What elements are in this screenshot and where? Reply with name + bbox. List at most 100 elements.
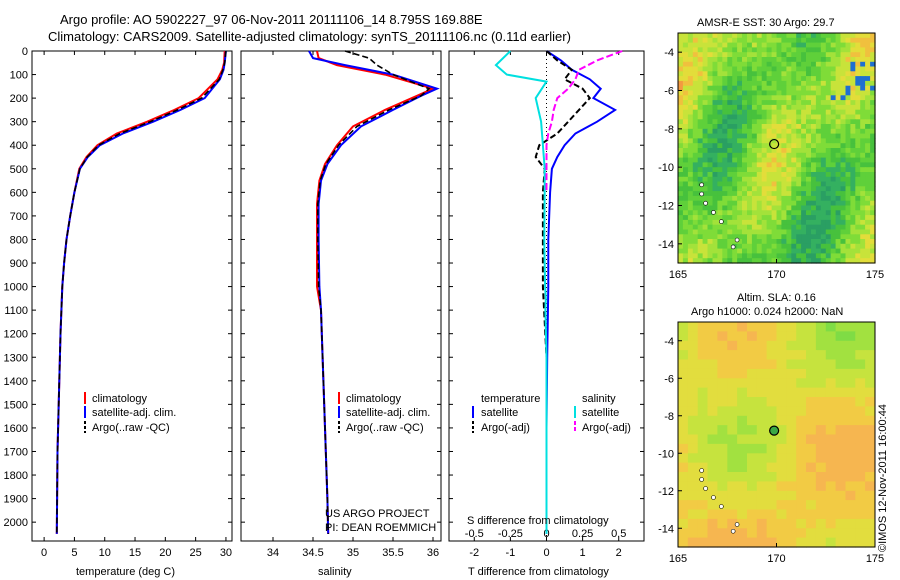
- map-cell: [737, 215, 743, 221]
- map-cell: [855, 243, 861, 250]
- map-cell: [850, 176, 856, 183]
- map-cell: [682, 128, 689, 135]
- map-cell: [825, 239, 832, 245]
- map-cell: [806, 205, 812, 211]
- map-cell: [811, 219, 817, 226]
- map-cell: [678, 128, 684, 135]
- map-cell: [756, 176, 763, 183]
- map-cell: [855, 425, 866, 436]
- map-cell: [678, 205, 684, 211]
- project-annotation: US ARGO PROJECT: [325, 508, 430, 520]
- map-cell: [820, 162, 827, 168]
- map-cell: [732, 138, 738, 144]
- map-cell: [687, 47, 694, 53]
- map-cell: [835, 90, 842, 96]
- map-cell: [796, 490, 807, 501]
- map-cell: [870, 133, 876, 139]
- map-cell: [727, 243, 733, 250]
- map-cell: [830, 100, 837, 106]
- map-cell: [806, 124, 812, 130]
- map-cell: [742, 195, 748, 202]
- map-cell: [751, 157, 758, 163]
- map-cell: [820, 71, 827, 77]
- map-cell: [801, 219, 807, 226]
- map-cell: [811, 52, 817, 58]
- map-cell: [791, 200, 797, 207]
- map-cell: [835, 100, 842, 106]
- map-cell: [801, 186, 807, 192]
- map-cell: [727, 239, 733, 245]
- map-cell: [682, 215, 689, 221]
- map-cell: [727, 509, 738, 520]
- map-cell: [830, 243, 837, 250]
- map-cell: [756, 172, 763, 178]
- map-cell: [865, 148, 871, 154]
- map-cell: [742, 143, 748, 149]
- map-cell: [781, 162, 787, 168]
- map-cell: [766, 331, 777, 342]
- map-cell: [845, 148, 851, 154]
- map-cell: [776, 191, 782, 197]
- map-cell: [687, 57, 694, 63]
- map-cell: [678, 425, 689, 436]
- map-cell: [825, 71, 832, 77]
- map-cell: [835, 152, 842, 159]
- map-cell: [756, 124, 763, 130]
- map-cell: [850, 52, 856, 58]
- map-cell: [835, 162, 842, 168]
- map-cell: [747, 509, 758, 520]
- map-cell: [761, 95, 768, 101]
- map-cell: [712, 152, 718, 159]
- map-cell: [707, 181, 713, 187]
- map-cell: [702, 114, 709, 120]
- map-cell: [840, 215, 846, 221]
- map-cell: [815, 37, 822, 44]
- map-cell: [806, 243, 812, 250]
- map-cell: [781, 172, 787, 178]
- map-cell: [712, 248, 718, 254]
- imos-timestamp: ©IMOS 12-Nov-2011 16:00:44: [877, 404, 889, 552]
- map-cell: [717, 229, 723, 235]
- map-cell: [796, 537, 807, 548]
- map-cell: [865, 443, 876, 454]
- map-cell: [845, 133, 851, 139]
- map-cell: [791, 195, 797, 202]
- map-cell: [835, 119, 842, 125]
- map-cell: [835, 518, 846, 529]
- map-cell: [830, 195, 837, 202]
- map-cell: [830, 80, 837, 87]
- map-cell: [737, 167, 743, 173]
- map-cell: [697, 66, 704, 72]
- map-cell: [865, 195, 871, 202]
- map-cell: [781, 157, 787, 163]
- map-cell: [811, 176, 817, 183]
- island-marker: [699, 468, 704, 473]
- map-cell: [830, 181, 837, 187]
- map-cell: [717, 518, 728, 529]
- map-cell: [815, 350, 827, 361]
- map-cell: [702, 85, 709, 92]
- map-cell: [727, 322, 738, 332]
- map-cell: [830, 157, 837, 163]
- map-cell: [692, 243, 699, 250]
- map-cell: [751, 66, 758, 72]
- salinity-panel-frame: [240, 50, 442, 542]
- map-cell: [825, 176, 832, 183]
- x-tick-label: 5: [71, 547, 77, 559]
- map-cell: [845, 143, 851, 149]
- map-cell: [747, 472, 758, 482]
- map-cell: [732, 191, 738, 197]
- map-cell: [737, 104, 743, 111]
- map-cell: [801, 215, 807, 221]
- map-cell: [870, 80, 876, 87]
- map-cell: [865, 76, 871, 82]
- map-cell: [771, 47, 778, 53]
- map-cell: [825, 258, 832, 264]
- map-cell: [697, 176, 704, 183]
- map-cell: [702, 148, 709, 154]
- map-cell: [796, 66, 802, 72]
- map-cell: [751, 219, 758, 226]
- map-cell: [697, 340, 709, 351]
- map-cell: [776, 119, 782, 125]
- map-cell: [840, 186, 846, 192]
